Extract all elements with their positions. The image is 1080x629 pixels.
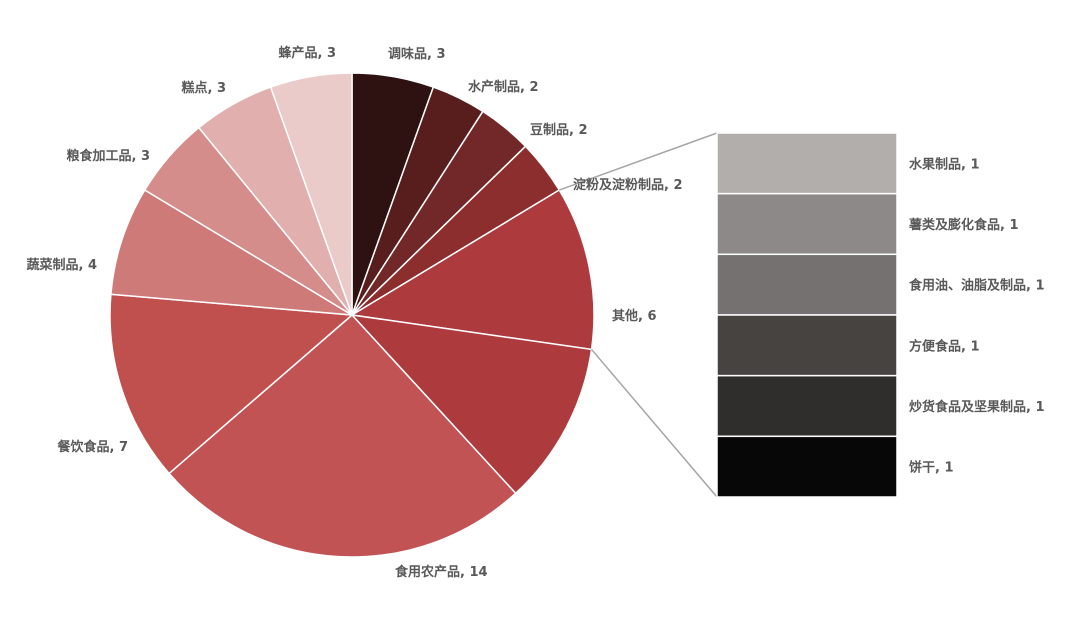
data-label-10: 蜂产品, 3 <box>278 45 336 61</box>
bar-label-3: 方便食品, 1 <box>909 338 980 354</box>
pie-slice-other <box>349 189 595 351</box>
pie-slice-4 <box>350 313 593 495</box>
data-label-4: 其他, 6 <box>612 308 657 324</box>
connector-line-bottom <box>590 348 718 498</box>
data-label-7: 蔬菜制品, 4 <box>26 257 97 273</box>
bar-segment-0 <box>716 132 898 195</box>
data-labels: 调味品, 3 水产制品, 2 豆制品, 2 淀粉及淀粉制品, 2 其他, 6 食用农产品,… <box>26 45 1044 580</box>
bar-label-4: 炒货食品及坚果制品, 1 <box>909 399 1045 415</box>
bar-segment-4 <box>716 374 898 438</box>
data-label-5: 食用农产品, 14 <box>395 564 488 580</box>
data-label-0: 调味品, 3 <box>388 46 446 62</box>
pie <box>109 72 595 558</box>
data-label-2: 豆制品, 2 <box>530 122 588 138</box>
bar-segment-2 <box>716 253 898 316</box>
bar-label-1: 薯类及膨化食品, 1 <box>908 217 1019 233</box>
bar-segment-5 <box>716 435 898 498</box>
bar-segment-3 <box>716 314 898 377</box>
data-label-6: 餐饮食品, 7 <box>56 439 128 455</box>
pie-slice-6 <box>109 293 354 475</box>
pie-slice-5 <box>168 313 517 558</box>
data-label-8: 粮食加工品, 3 <box>66 148 150 164</box>
data-label-3: 淀粉及淀粉制品, 2 <box>573 177 683 193</box>
connector-line-top <box>558 132 718 191</box>
bar-label-0: 水果制品, 1 <box>909 156 980 172</box>
bar-label-5: 饼干, 1 <box>909 460 954 476</box>
connector-lines <box>558 132 718 498</box>
stacked-bar <box>716 132 898 498</box>
bar-segment-1 <box>716 192 898 256</box>
data-label-9: 糕点, 3 <box>180 80 226 96</box>
data-label-1: 水产制品, 2 <box>468 79 539 95</box>
pie-slice-10 <box>269 72 353 316</box>
pie-slice-7 <box>110 189 353 316</box>
bar-label-2: 食用油、油脂及制品, 1 <box>909 278 1045 294</box>
